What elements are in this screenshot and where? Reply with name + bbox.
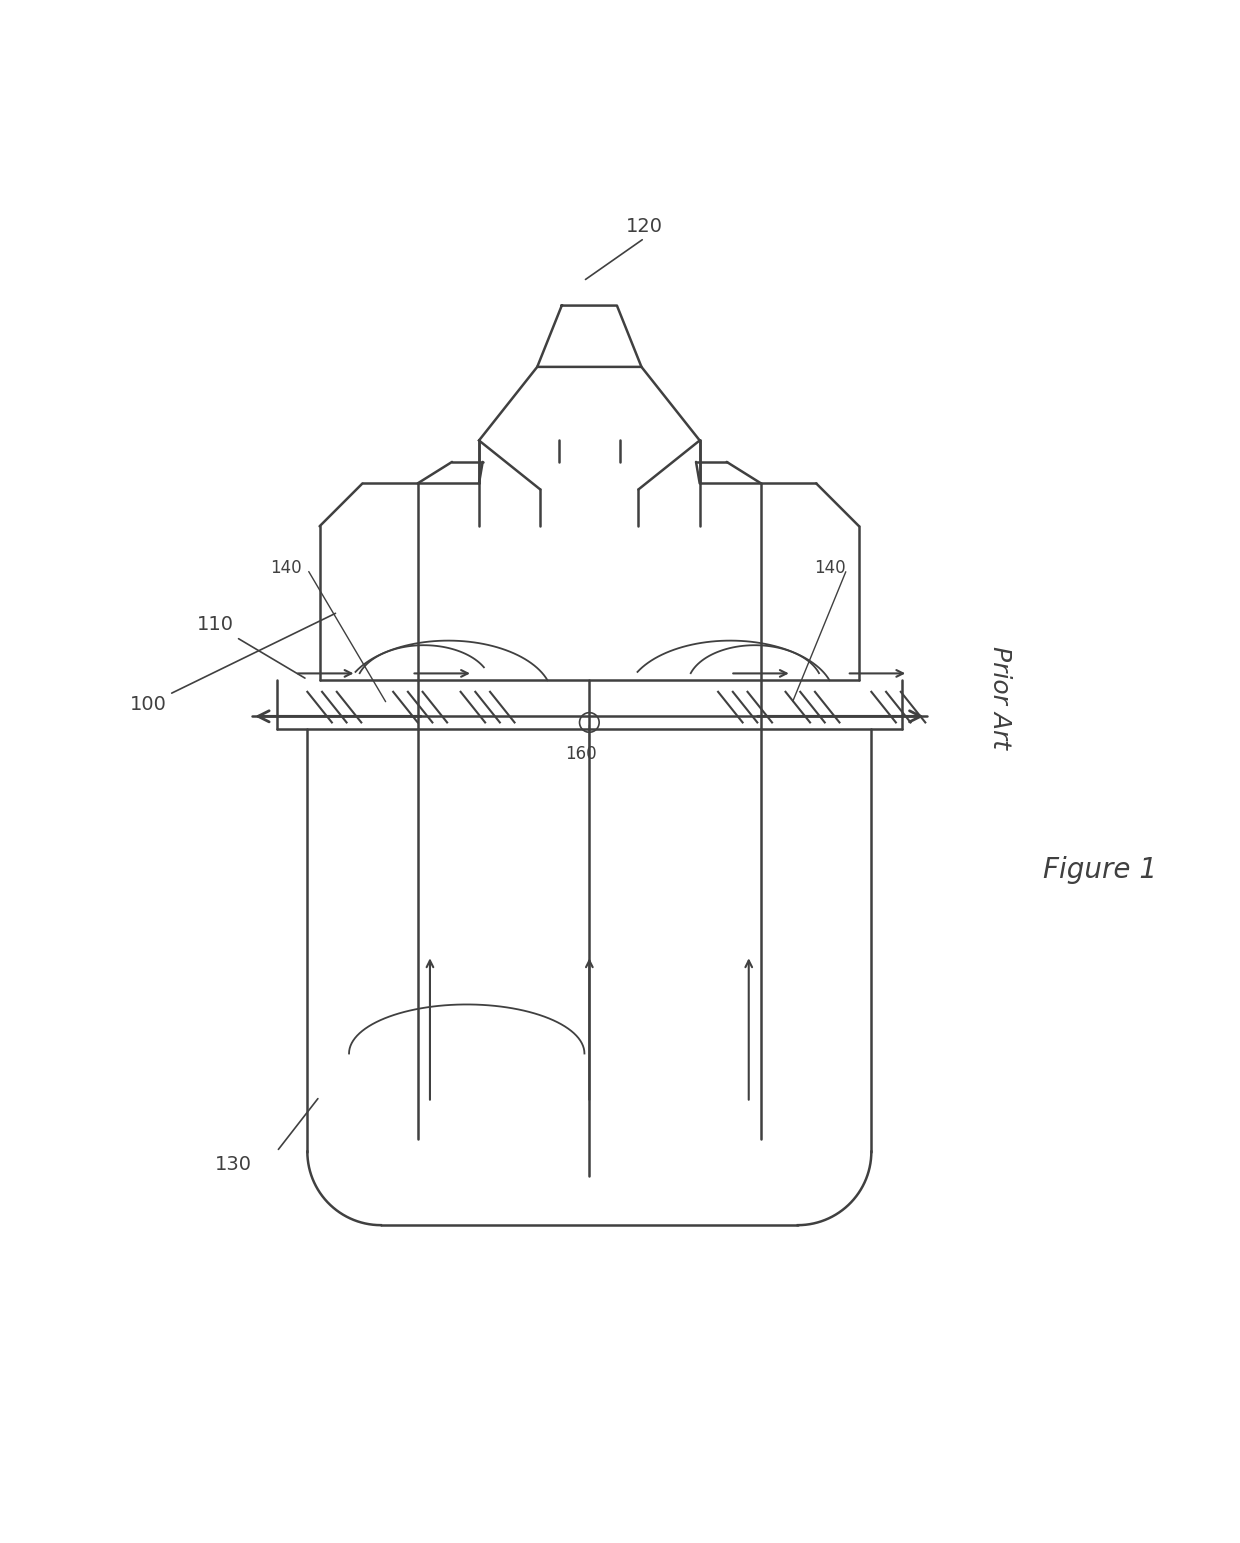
Text: 140: 140 [813, 559, 846, 577]
Text: Figure 1: Figure 1 [1043, 855, 1157, 884]
Text: 120: 120 [626, 218, 663, 236]
Text: 140: 140 [270, 559, 303, 577]
Text: Prior Art: Prior Art [988, 647, 1012, 750]
Text: 160: 160 [565, 745, 596, 764]
Text: 110: 110 [197, 616, 305, 677]
Text: 130: 130 [216, 1156, 252, 1174]
Text: 100: 100 [129, 613, 336, 714]
